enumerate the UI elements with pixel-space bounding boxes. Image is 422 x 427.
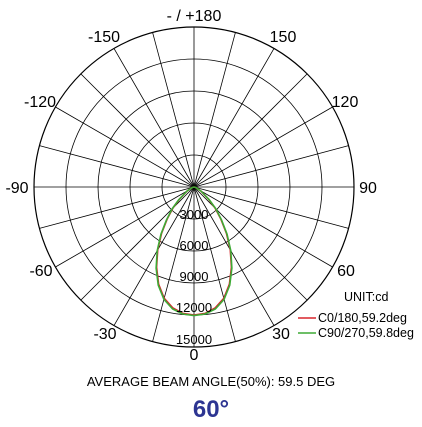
angle-label-0: 0 bbox=[190, 347, 199, 364]
grid-spoke bbox=[152, 32, 195, 188]
grid-spoke bbox=[80, 73, 195, 188]
ring-label-3000: 3000 bbox=[180, 207, 209, 222]
angle-label-neg150: -150 bbox=[88, 29, 120, 46]
grid-spoke bbox=[80, 186, 195, 301]
angle-label-30: 30 bbox=[272, 326, 290, 343]
grid-spoke bbox=[193, 73, 308, 188]
angle-label-180: - / +180 bbox=[167, 8, 222, 25]
grid-spoke bbox=[193, 186, 275, 326]
grid-spoke bbox=[193, 186, 308, 301]
grid-spoke bbox=[193, 145, 349, 188]
grid-spoke bbox=[55, 186, 195, 268]
series-curve-1 bbox=[155, 186, 233, 317]
grid-spoke bbox=[193, 186, 349, 229]
labels-layer: - / +180 150 -150 120 -120 90 -90 60 -60… bbox=[5, 8, 377, 364]
grid-spoke bbox=[193, 48, 275, 188]
ring-label-15000: 15000 bbox=[176, 332, 212, 347]
ring-label-6000: 6000 bbox=[180, 238, 209, 253]
grid-spoke bbox=[152, 186, 195, 342]
ring-label-12000: 12000 bbox=[176, 300, 212, 315]
grid-spoke bbox=[55, 106, 195, 188]
angle-label-90: 90 bbox=[359, 180, 377, 197]
grid-spoke bbox=[113, 48, 195, 188]
grid-spoke bbox=[193, 106, 333, 188]
grid-spoke bbox=[193, 32, 236, 188]
grid-spoke bbox=[113, 186, 195, 326]
legend-label-c0: C0/180,59.2deg bbox=[318, 311, 407, 325]
angle-label-60: 60 bbox=[337, 263, 355, 280]
grid-spoke bbox=[193, 186, 333, 268]
angle-label-neg90: -90 bbox=[5, 180, 28, 197]
angle-label-neg30: -30 bbox=[93, 326, 116, 343]
grid-spoke bbox=[39, 186, 195, 229]
angle-label-neg60: -60 bbox=[29, 263, 52, 280]
angle-label-neg120: -120 bbox=[24, 94, 56, 111]
legend-label-c90: C90/270,59.8deg bbox=[318, 326, 414, 340]
grid-spoke bbox=[39, 145, 195, 188]
beam-angle-caption: AVERAGE BEAM ANGLE(50%): 59.5 DEG bbox=[86, 374, 336, 389]
series-layer bbox=[155, 186, 233, 317]
angle-label-150: 150 bbox=[270, 29, 297, 46]
angle-label-120: 120 bbox=[332, 94, 359, 111]
ring-label-9000: 9000 bbox=[180, 269, 209, 284]
unit-label: UNIT:cd bbox=[344, 290, 389, 304]
legend: UNIT:cd C0/180,59.2deg C90/270,59.8deg bbox=[298, 290, 414, 340]
grid-spoke bbox=[193, 186, 236, 342]
beam-angle-value: 60° bbox=[192, 396, 230, 423]
